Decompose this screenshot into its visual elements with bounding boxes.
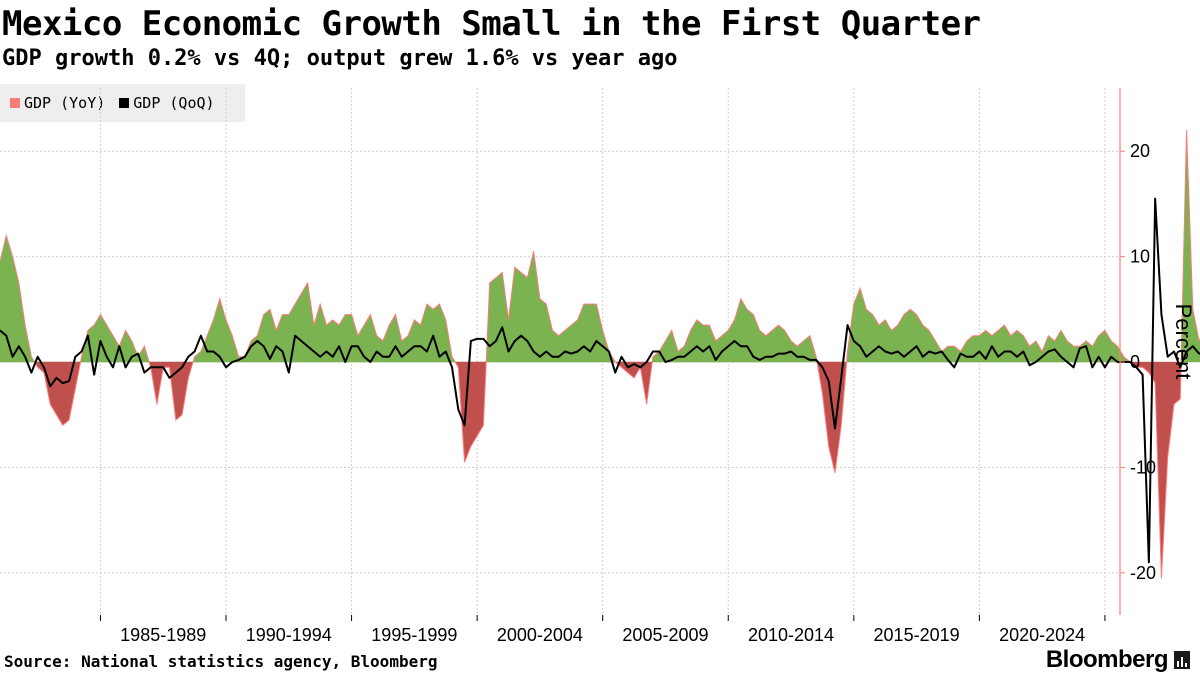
yoy-area-segment xyxy=(972,335,980,363)
yoy-area-segment xyxy=(206,319,214,363)
yoy-area-segment xyxy=(652,351,660,363)
yoy-area-segment xyxy=(885,319,892,363)
chart-title: Mexico Economic Growth Small in the Firs… xyxy=(2,4,981,44)
yoy-area-segment xyxy=(414,319,421,363)
x-tick-label: 2005-2009 xyxy=(622,625,708,645)
yoy-area-segment xyxy=(690,319,698,363)
yoy-area-segment xyxy=(583,303,591,363)
x-tick-label: 1990-1994 xyxy=(246,625,332,645)
yoy-area-segment xyxy=(702,324,710,363)
y-tick-label: -20 xyxy=(1130,563,1156,583)
yoy-area-segment xyxy=(571,319,578,363)
yoy-area-segment xyxy=(476,361,484,437)
yoy-area-segment xyxy=(878,319,886,363)
yoy-series-line xyxy=(0,130,1200,579)
legend-label-qoq: GDP (QoQ) xyxy=(133,94,215,112)
x-tick-label: 1995-1999 xyxy=(371,625,457,645)
yoy-area-segment xyxy=(514,266,522,363)
yoy-area-segment xyxy=(407,319,415,363)
source-note: Source: National statistics agency, Bloo… xyxy=(4,652,438,671)
yoy-area-segment xyxy=(891,324,898,363)
x-tick-label: 2010-2014 xyxy=(748,625,834,645)
yoy-area-segment xyxy=(50,361,57,416)
yoy-area-segment xyxy=(489,277,497,363)
yoy-area-segment xyxy=(696,319,704,363)
y-tick-label: 20 xyxy=(1130,141,1150,161)
brand-name: Bloomberg xyxy=(1045,646,1169,673)
legend-swatch-qoq xyxy=(119,98,130,108)
y-tick-label: 0 xyxy=(1130,352,1140,372)
qoq-series-line xyxy=(0,197,1200,564)
y-axis-label: Percent xyxy=(1171,304,1196,380)
yoy-area-segment xyxy=(294,292,302,363)
yoy-area-segment xyxy=(301,282,308,363)
yoy-area-segment xyxy=(589,303,597,363)
yoy-area-segment xyxy=(853,288,861,363)
yoy-area-segment xyxy=(62,361,70,426)
yoy-area-layer xyxy=(0,130,1200,579)
x-tick-label: 2020-2024 xyxy=(999,625,1085,645)
x-tick-label: 2015-2019 xyxy=(874,625,960,645)
yoy-area-segment xyxy=(596,304,603,363)
yoy-area-segment xyxy=(257,314,264,363)
axis-layer: -20 -10 0 10 20 1985-1989 1990-1994 1995-1999 20… xyxy=(99,88,1196,645)
yoy-area-segment xyxy=(163,361,170,368)
yoy-area-segment xyxy=(910,308,917,363)
legend-item-qoq: GDP (QoQ) xyxy=(119,94,215,112)
chart-legend: GDP (YoY) GDP (QoQ) xyxy=(0,84,245,122)
yoy-area-segment xyxy=(363,313,371,363)
yoy-area-segment xyxy=(533,251,541,363)
x-tick-label: 1985-1989 xyxy=(120,625,206,645)
yoy-area-segment xyxy=(0,235,7,363)
yoy-area-segment xyxy=(778,324,785,363)
yoy-area-segment xyxy=(426,303,434,363)
chart-subtitle: GDP growth 0.2% vs 4Q; output grew 1.6% … xyxy=(2,46,678,71)
yoy-area-segment xyxy=(420,304,428,363)
qoq-line-layer xyxy=(0,197,1200,564)
yoy-area-segment xyxy=(960,340,968,363)
bloomberg-logo: Bloomberg xyxy=(1046,646,1190,674)
y-tick-label: -10 xyxy=(1130,457,1156,477)
yoy-area-segment xyxy=(225,319,233,363)
yoy-area-segment xyxy=(194,351,202,363)
yoy-area-segment xyxy=(872,313,880,363)
bar-chart-icon xyxy=(1174,651,1190,669)
yoy-area-segment xyxy=(495,272,503,363)
y-tick-label: 10 xyxy=(1130,247,1150,267)
x-tick-label: 2000-2004 xyxy=(497,625,583,645)
yoy-area-segment xyxy=(520,272,528,363)
yoy-area-segment xyxy=(684,330,691,363)
legend-swatch-yoy xyxy=(10,98,20,108)
legend-label-yoy: GDP (YoY) xyxy=(24,94,106,112)
yoy-area-segment xyxy=(564,324,572,363)
yoy-area-segment xyxy=(470,361,478,448)
legend-item-yoy: GDP (YoY) xyxy=(10,94,105,112)
yoy-area-segment xyxy=(351,314,359,363)
yoy-area-segment xyxy=(1142,361,1150,374)
